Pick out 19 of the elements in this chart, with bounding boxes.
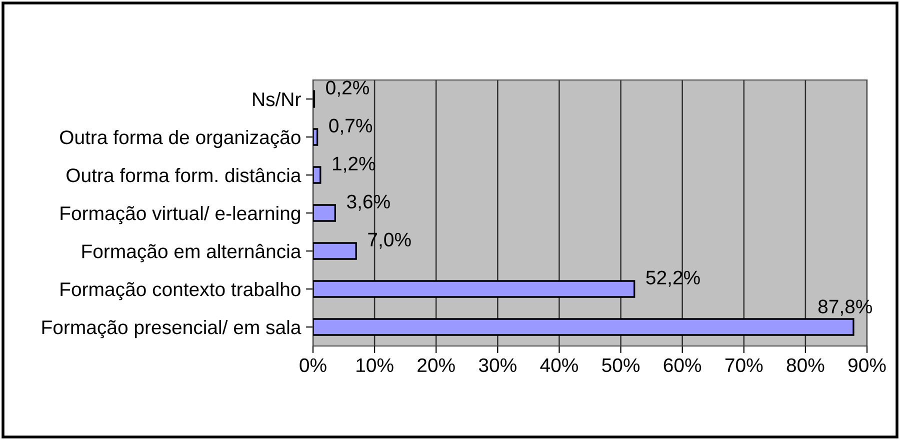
data-label: 0,2% [326, 80, 369, 97]
x-tick-label: 30% [478, 358, 516, 372]
x-tick-label: 10% [356, 358, 394, 372]
x-tick-label: 90% [848, 358, 886, 372]
y-tick-label: Formação virtual/ e-learning [60, 206, 300, 224]
x-tick-label: 50% [602, 358, 640, 372]
x-tick-label: 70% [725, 358, 763, 372]
y-tick-label: Formação contexto trabalho [60, 282, 300, 300]
x-tick-label: 80% [786, 358, 824, 372]
y-tick-label: Outra forma de organização [60, 130, 300, 148]
y-tick-label: Formação em alternância [82, 244, 302, 262]
y-tick-label: Ns/Nr [253, 92, 301, 106]
x-tick-label: 60% [664, 358, 702, 372]
x-tick-label: 40% [540, 358, 578, 372]
y-tick-label: Outra forma form. distância [66, 168, 302, 182]
y-tick-label: Formação presencial/ em sala [42, 320, 302, 338]
data-label: 0,7% [329, 118, 372, 135]
x-tick-label: 0% [300, 358, 326, 372]
x-tick-label: 20% [418, 358, 455, 372]
